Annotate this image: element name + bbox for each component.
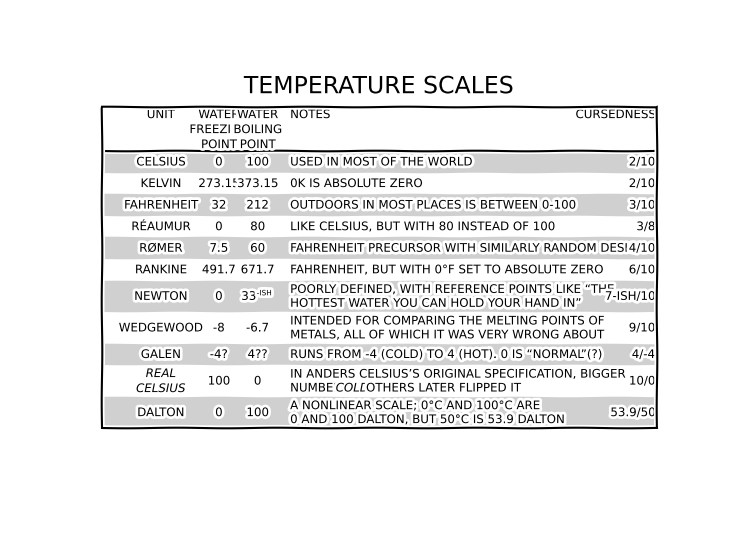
Bar [102,238,656,259]
Text: 4/10: 4/10 [629,242,655,255]
Text: NOTES: NOTES [290,108,330,121]
Text: 3/8: 3/8 [636,220,655,233]
Text: GALEN: GALEN [141,348,181,361]
Text: FAHRENHEIT: FAHRENHEIT [124,198,198,212]
Text: 10/0: 10/0 [629,374,655,387]
Text: 212: 212 [246,198,269,212]
Bar [102,194,656,216]
Bar [102,151,656,173]
Text: HOTTEST WATER YOU CAN HOLD YOUR HAND IN”: HOTTEST WATER YOU CAN HOLD YOUR HAND IN” [290,297,579,310]
Text: NEWTON: NEWTON [134,290,187,303]
Bar [102,280,656,312]
Text: INTENDED FOR COMPARING THE MELTING POINTS OF: INTENDED FOR COMPARING THE MELTING POINT… [290,315,602,327]
Text: 0: 0 [215,290,223,303]
Text: DALTON: DALTON [137,406,184,419]
Text: RUNS FROM -4 (COLD) TO 4 (HOT). 0 IS “NORMAL”(?): RUNS FROM -4 (COLD) TO 4 (HOT). 0 IS “NO… [290,348,601,361]
Text: A NONLINEAR SCALE; 0°C AND 100°C ARE: A NONLINEAR SCALE; 0°C AND 100°C ARE [290,399,538,412]
Text: 100: 100 [246,156,269,169]
Text: RÉAUMUR: RÉAUMUR [131,220,190,233]
Text: 273.15: 273.15 [198,177,239,190]
Text: WATER
FREEZING
POINT: WATER FREEZING POINT [189,108,248,151]
Text: 0K IS ABSOLUTE ZERO: 0K IS ABSOLUTE ZERO [290,177,421,190]
Text: -8: -8 [213,322,225,334]
Text: 0: 0 [215,220,223,233]
Text: -6.7: -6.7 [246,322,269,334]
Text: RANKINE: RANKINE [135,263,186,276]
Text: 33: 33 [241,290,256,303]
Text: 7-ISH/10: 7-ISH/10 [605,290,655,303]
Text: WEDGEWOOD: WEDGEWOOD [118,322,203,334]
Text: 4??: 4?? [248,348,268,361]
Text: REAL
CELSIUS: REAL CELSIUS [136,367,185,395]
Bar [102,106,656,429]
Text: 671.7: 671.7 [240,263,275,276]
Text: OTHERS LATER FLIPPED IT: OTHERS LATER FLIPPED IT [363,381,519,394]
Text: 373.15: 373.15 [237,177,278,190]
Text: LIKE CELSIUS, BUT WITH 80 INSTEAD OF 100: LIKE CELSIUS, BUT WITH 80 INSTEAD OF 100 [290,220,553,233]
Text: 0: 0 [254,374,261,387]
Text: WATER
BOILING
POINT: WATER BOILING POINT [233,108,282,151]
Text: METALS, ALL OF WHICH IT WAS VERY WRONG ABOUT: METALS, ALL OF WHICH IT WAS VERY WRONG A… [290,328,602,341]
Text: COLDER;: COLDER; [336,381,389,394]
Text: -4?: -4? [209,348,228,361]
Text: 491.7: 491.7 [202,263,236,276]
Text: 0 AND 100 DALTON, BUT 50°C IS 53.9 DALTON: 0 AND 100 DALTON, BUT 50°C IS 53.9 DALTO… [290,413,563,426]
Text: 0: 0 [215,156,223,169]
Text: 9/10: 9/10 [629,322,655,334]
Text: USED IN MOST OF THE WORLD: USED IN MOST OF THE WORLD [290,156,471,169]
Text: OUTDOORS IN MOST PLACES IS BETWEEN 0-100: OUTDOORS IN MOST PLACES IS BETWEEN 0-100 [290,198,574,212]
Text: POORLY DEFINED, WITH REFERENCE POINTS LIKE “THE: POORLY DEFINED, WITH REFERENCE POINTS LI… [290,283,612,296]
Text: CURSEDNESS: CURSEDNESS [576,108,655,121]
Text: 2/10: 2/10 [629,177,655,190]
Text: 100: 100 [208,374,230,387]
Text: FAHRENHEIT PRECURSOR WITH SIMILARLY RANDOM DESIGN: FAHRENHEIT PRECURSOR WITH SIMILARLY RAND… [290,242,642,255]
Text: CELSIUS: CELSIUS [136,156,185,169]
Text: 2/10: 2/10 [629,156,655,169]
Text: 53.9/50: 53.9/50 [610,406,655,419]
Text: NUMBERS ARE: NUMBERS ARE [290,381,380,394]
Text: 100: 100 [246,406,269,419]
Text: TEMPERATURE SCALES: TEMPERATURE SCALES [244,74,514,98]
Text: 60: 60 [250,242,265,255]
Text: 7.5: 7.5 [209,242,228,255]
Text: FAHRENHEIT, BUT WITH 0°F SET TO ABSOLUTE ZERO: FAHRENHEIT, BUT WITH 0°F SET TO ABSOLUTE… [290,263,601,276]
Text: 3/10: 3/10 [629,198,655,212]
Text: 32: 32 [212,198,226,212]
Text: 0: 0 [215,406,223,419]
Text: 80: 80 [250,220,265,233]
Text: IN ANDERS CELSIUS’S ORIGINAL SPECIFICATION, BIGGER: IN ANDERS CELSIUS’S ORIGINAL SPECIFICATI… [290,368,622,380]
Text: RØMER: RØMER [139,242,182,255]
Text: UNIT: UNIT [147,108,175,121]
Bar [102,343,656,365]
Text: 4/-4: 4/-4 [632,348,655,361]
Bar [102,397,656,429]
Text: -ISH: -ISH [257,291,272,296]
Text: 6/10: 6/10 [629,263,655,276]
Text: KELVIN: KELVIN [141,177,181,190]
